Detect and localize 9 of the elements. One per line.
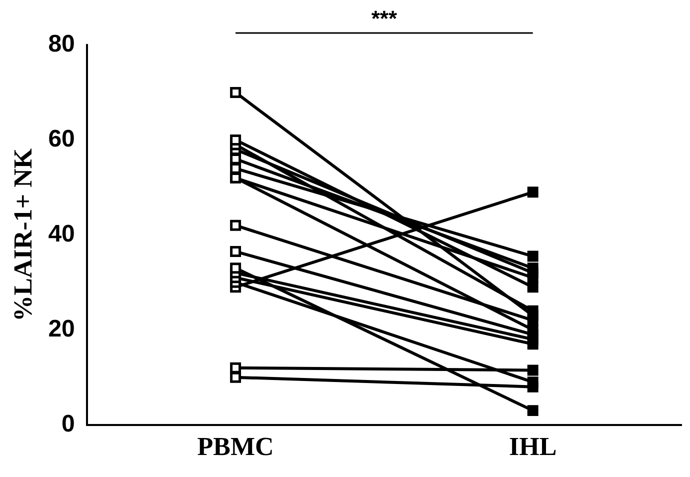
x-tick-label: IHL — [509, 432, 557, 462]
y-tick-label: 0 — [62, 410, 75, 438]
text: *** — [371, 6, 398, 32]
y-tick-label: 80 — [48, 30, 75, 58]
y-axis-title: %LAIR-1+ NK — [8, 148, 38, 322]
y-tick-label: 40 — [48, 220, 75, 248]
y-tick-label: 20 — [48, 315, 75, 342]
x-tick-label: PBMC — [197, 432, 274, 462]
y-tick-label: 60 — [48, 126, 75, 153]
